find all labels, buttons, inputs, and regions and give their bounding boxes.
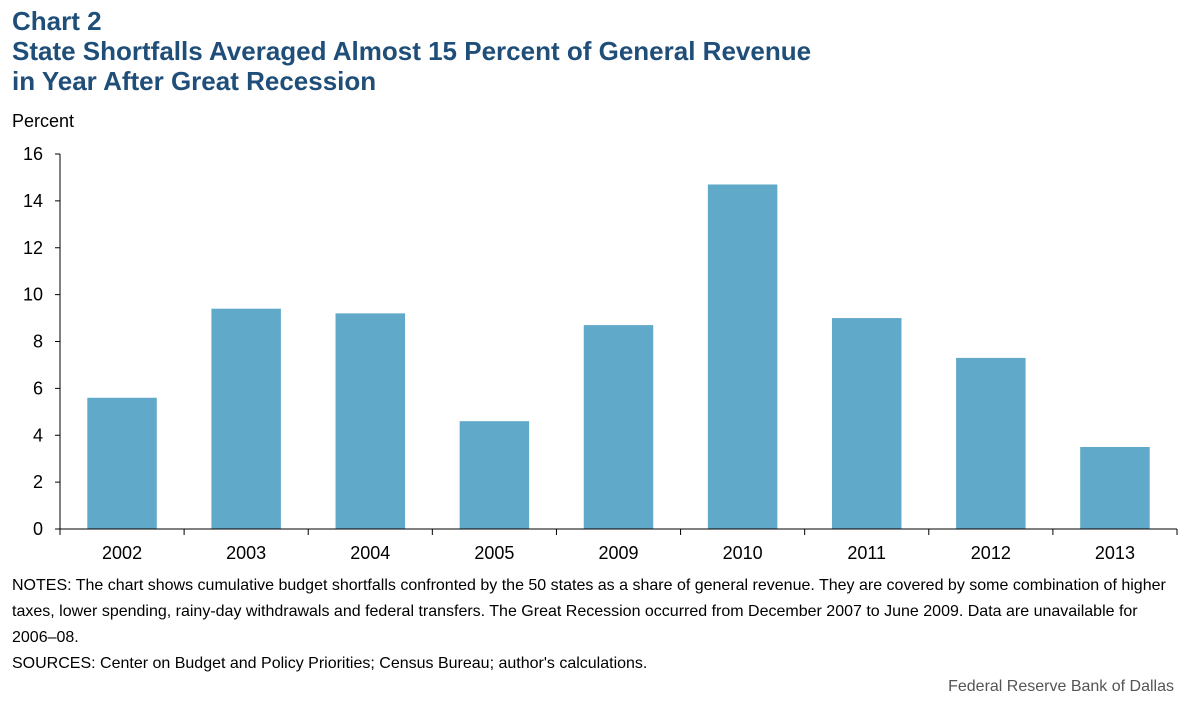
x-tick-label: 2013 xyxy=(1095,543,1135,563)
x-tick-label: 2009 xyxy=(598,543,638,563)
credit-text: Federal Reserve Bank of Dallas xyxy=(948,678,1174,695)
chart-title-line-2: in Year After Great Recession xyxy=(12,66,377,96)
y-tick-label: 6 xyxy=(33,378,43,398)
x-tick-label: 2012 xyxy=(971,543,1011,563)
x-tick-label: 2004 xyxy=(350,543,390,563)
notes-text: NOTES: The chart shows cumulative budget… xyxy=(12,577,1166,646)
bar-2011 xyxy=(831,318,902,529)
bar-2003 xyxy=(211,308,281,529)
y-tick-label: 2 xyxy=(33,472,43,492)
bars-group xyxy=(87,184,1150,529)
sources-text: SOURCES: Center on Budget and Policy Pri… xyxy=(12,655,648,672)
y-tick-label: 4 xyxy=(33,425,43,445)
bar-2004 xyxy=(335,313,406,529)
y-tick-label: 14 xyxy=(23,191,43,211)
y-tick-label: 0 xyxy=(33,519,43,539)
x-tick-label: 2011 xyxy=(847,543,886,563)
bar-2002 xyxy=(87,397,157,529)
bar-2013 xyxy=(1080,446,1150,529)
bar-2012 xyxy=(956,357,1026,529)
x-axis: 2002 2003 2004 2005 2009 2010 2011 2012 2013 xyxy=(59,528,1178,563)
chart-label: Chart 2 xyxy=(12,6,102,36)
y-axis: 0 2 4 6 8 10 12 14 16 xyxy=(23,144,61,539)
bar-2009 xyxy=(583,325,654,529)
y-tick-label: 8 xyxy=(33,332,43,352)
chart-title-line-1: State Shortfalls Averaged Almost 15 Perc… xyxy=(12,36,812,66)
y-tick-label: 10 xyxy=(23,285,43,305)
bar-2010 xyxy=(707,184,778,529)
notes-block: NOTES: The chart shows cumulative budget… xyxy=(12,573,1177,677)
x-tick-label: 2002 xyxy=(102,543,142,563)
y-tick-label: 16 xyxy=(23,144,43,164)
y-axis-label: Percent xyxy=(12,111,74,131)
x-tick-label: 2005 xyxy=(474,543,514,563)
x-tick-label: 2003 xyxy=(226,543,266,563)
bar-2005 xyxy=(459,421,530,529)
x-tick-label: 2010 xyxy=(723,543,763,563)
chart-title-block: Chart 2 State Shortfalls Averaged Almost… xyxy=(12,6,811,96)
y-tick-label: 12 xyxy=(23,238,43,258)
